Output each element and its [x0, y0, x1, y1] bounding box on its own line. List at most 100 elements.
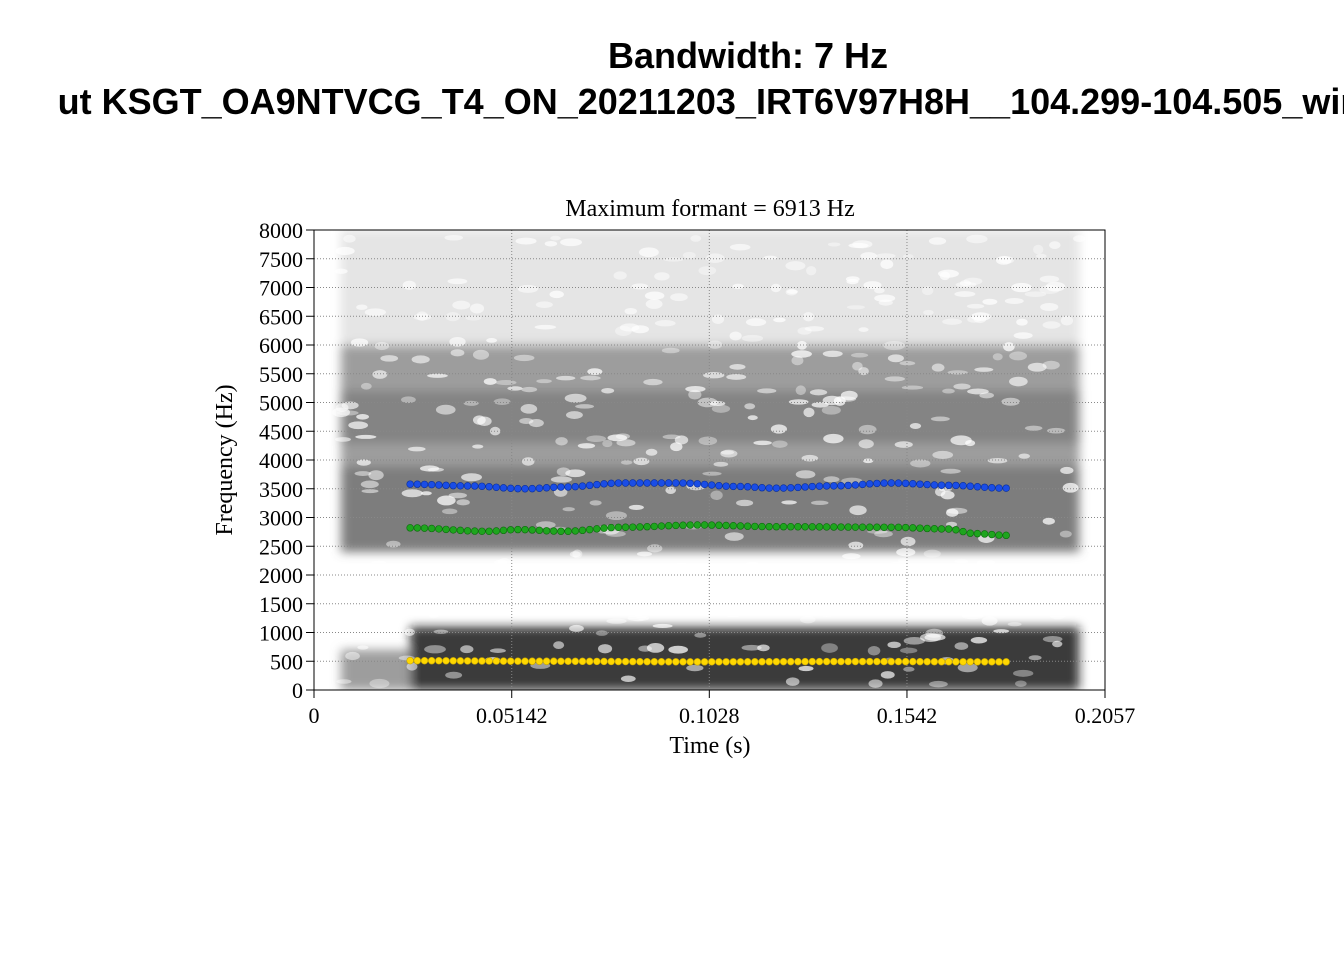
spectrogram-speckle — [661, 606, 680, 614]
spectrogram-speckle — [1049, 241, 1061, 249]
spectrogram-speckle — [1001, 397, 1020, 406]
formant-point — [815, 523, 824, 531]
y-axis-label: Frequency (Hz) — [212, 384, 238, 535]
spectrogram-speckle — [1024, 425, 1043, 431]
spectrogram-speckle — [766, 600, 787, 610]
spectrogram-speckle — [1049, 611, 1066, 620]
spectrogram-speckle — [954, 642, 969, 650]
spectrogram-speckle — [1059, 530, 1072, 538]
spectrogram-speckle — [360, 480, 379, 489]
formant-point — [485, 483, 493, 491]
spectrogram-speckle — [360, 382, 372, 390]
y-tick-label: 500 — [270, 649, 303, 674]
formant-point — [901, 479, 910, 488]
spectrogram-speckle — [702, 471, 722, 476]
y-tick-label: 0 — [292, 678, 303, 703]
formant-point — [535, 657, 544, 665]
spectrogram-speckle — [404, 628, 415, 636]
spectrogram-speckle — [520, 404, 538, 414]
formant-point — [758, 484, 766, 492]
formant-point — [736, 482, 745, 491]
spectrogram-speckle — [925, 628, 944, 638]
spectrogram-speckle — [573, 587, 591, 596]
spectrogram-speckle — [753, 440, 772, 446]
spectrogram-speckle — [463, 400, 479, 406]
formant-point — [966, 529, 974, 537]
formant-point — [600, 657, 608, 666]
spectrogram-speckle — [528, 419, 544, 428]
formant-point — [858, 480, 867, 489]
spectrogram-speckle — [931, 363, 945, 372]
formant-point — [743, 658, 752, 666]
formant-point — [643, 479, 651, 487]
formant-point — [564, 657, 572, 665]
spectrogram-speckle — [670, 442, 683, 452]
formant-point — [794, 523, 802, 531]
spectrogram-speckle — [549, 290, 564, 299]
spectrogram-speckle — [896, 548, 916, 557]
spectrogram-speckle — [791, 355, 804, 366]
spectrogram-speckle — [620, 460, 633, 465]
spectrogram-speckle — [709, 400, 726, 406]
formant-point — [456, 482, 465, 490]
spectrogram-speckle — [798, 665, 814, 672]
spectrogram-speckle — [932, 450, 954, 459]
spectrogram-speckle — [654, 320, 676, 327]
formant-point — [413, 524, 422, 532]
formant-point — [679, 479, 687, 487]
formant-point — [499, 526, 508, 535]
spectrogram-speckle — [821, 643, 838, 653]
formant-point — [830, 523, 838, 531]
formant-point — [952, 658, 960, 666]
spectrogram-speckle — [966, 303, 985, 309]
spectrogram-speckle — [607, 434, 628, 442]
spectrogram-speckle — [745, 561, 760, 568]
spectrogram-speckle — [880, 671, 895, 679]
formant-point — [808, 657, 816, 666]
formant-point — [1002, 484, 1010, 492]
formant-point — [485, 657, 493, 665]
formant-point — [815, 482, 824, 490]
spectrogram-speckle — [345, 651, 360, 661]
formant-point — [973, 658, 982, 666]
spectrogram-speckle — [1007, 622, 1022, 627]
spectrogram-speckle — [494, 559, 508, 567]
spectrogram-speckle — [442, 508, 458, 515]
spectrogram-speckle — [380, 355, 399, 362]
spectrogram-speckle — [770, 424, 788, 434]
spectrogram-speckle — [536, 379, 552, 384]
spectrogram-speckle — [764, 572, 779, 580]
spectrogram-speckle — [827, 242, 841, 247]
spectrogram-speckle — [874, 530, 893, 538]
spectrogram-speckle — [355, 434, 377, 439]
spectrogram-speckle — [661, 347, 680, 354]
spectrogram-speckle — [700, 570, 720, 579]
spectrogram-speckle — [793, 563, 808, 569]
spectrogram-speckle — [595, 630, 608, 636]
spectrogram-speckle — [747, 415, 758, 421]
spectrogram-speckle — [369, 678, 390, 689]
spectrogram-speckle — [954, 291, 976, 298]
spectrogram-speckle — [1042, 360, 1060, 370]
spectrogram-speckle — [435, 404, 456, 415]
formant-point — [607, 657, 615, 666]
formant-point — [837, 657, 845, 666]
spectrogram-speckle — [940, 468, 961, 474]
spectrogram-speckle — [741, 644, 762, 651]
spectrogram-speckle — [356, 304, 368, 310]
spectrogram-speckle — [802, 312, 815, 322]
formant-point — [808, 482, 816, 491]
spectrogram-speckle — [852, 361, 863, 371]
x-axis-label: Time (s) — [669, 733, 750, 759]
spectrogram-speckle — [555, 437, 568, 446]
spectrogram-speckle — [1013, 332, 1033, 339]
formant-point — [801, 483, 809, 491]
spectrogram-speckle — [628, 504, 644, 510]
formant-point — [499, 657, 508, 665]
spectrogram-speckle — [489, 426, 501, 436]
spectrogram-speckle — [845, 276, 860, 283]
spectrogram-speckle — [601, 387, 615, 394]
spectrogram-speckle — [820, 596, 843, 606]
spectrogram-speckle — [842, 588, 863, 598]
y-tick-label: 5500 — [259, 362, 303, 387]
